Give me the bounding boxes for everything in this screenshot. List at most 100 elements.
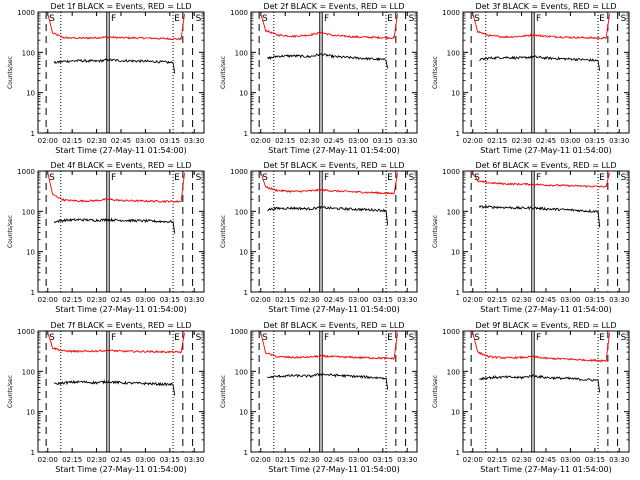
lld-rate-trace bbox=[472, 332, 610, 363]
x-tick-label: 02:00 bbox=[463, 296, 483, 304]
x-axis-label: Start Time (27-May-11 01:54:00) bbox=[55, 305, 186, 314]
y-axis-label: Counts/sec bbox=[220, 56, 227, 89]
y-tick-label: 100 bbox=[235, 368, 248, 376]
x-axis-label: Start Time (27-May-11 01:54:00) bbox=[268, 465, 399, 474]
x-tick-label: 03:30 bbox=[609, 296, 629, 304]
y-tick-label: 1000 bbox=[442, 328, 460, 336]
panel-title: Det 5f BLACK = Events, RED = LLD bbox=[263, 161, 404, 170]
y-tick-label: 1000 bbox=[17, 9, 35, 17]
x-tick-label: 02:00 bbox=[38, 137, 58, 145]
y-tick-label: 1 bbox=[31, 289, 35, 297]
lld-rate-trace bbox=[47, 172, 185, 204]
marker-label-e: E bbox=[599, 173, 605, 183]
x-tick-label: 02:45 bbox=[324, 137, 344, 145]
marker-label-s: S bbox=[409, 14, 415, 24]
y-tick-label: 10 bbox=[451, 249, 460, 257]
x-axis-label: Start Time (27-May-11 01:54:00) bbox=[268, 305, 399, 314]
marker-label-s: S bbox=[621, 173, 627, 183]
detector-panel-2: Det 2f BLACK = Events, RED = LLD Counts/s… bbox=[220, 2, 418, 155]
x-tick-label: 03:15 bbox=[373, 137, 393, 145]
x-tick-label: 03:15 bbox=[160, 456, 180, 464]
marker-label-f: F bbox=[536, 333, 541, 343]
x-axis-label: Start Time (27-May-11 01:54:00) bbox=[480, 305, 611, 314]
events-rate-trace bbox=[53, 58, 176, 74]
y-axis-label: Counts/sec bbox=[7, 375, 14, 408]
x-tick-label: 03:15 bbox=[160, 296, 180, 304]
x-tick-label: 03:15 bbox=[585, 456, 605, 464]
lld-rate-trace bbox=[47, 13, 185, 41]
marker-label-s: S bbox=[409, 333, 415, 343]
detector-panel-3: Det 3f BLACK = Events, RED = LLD Counts/s… bbox=[432, 2, 630, 155]
x-tick-label: 03:00 bbox=[135, 137, 155, 145]
plot-frame bbox=[37, 330, 205, 453]
marker-label-s: S bbox=[474, 14, 480, 24]
plot-frame bbox=[37, 11, 205, 134]
marker-label-s: S bbox=[262, 173, 268, 183]
x-tick-label: 03:30 bbox=[184, 296, 204, 304]
marker-label-e: E bbox=[387, 173, 393, 183]
x-tick-label: 02:30 bbox=[511, 296, 531, 304]
x-tick-label: 03:00 bbox=[560, 296, 580, 304]
plot-frame bbox=[250, 11, 418, 134]
marker-label-s: S bbox=[196, 173, 202, 183]
x-axis-label: Start Time (27-May-11 01:54:00) bbox=[55, 465, 186, 474]
y-tick-label: 10 bbox=[239, 249, 248, 257]
marker-label-e: E bbox=[599, 333, 605, 343]
x-tick-label: 02:15 bbox=[62, 296, 82, 304]
x-tick-label: 03:30 bbox=[397, 456, 417, 464]
plot-frame bbox=[250, 170, 418, 293]
x-tick-label: 02:30 bbox=[299, 137, 319, 145]
detector-panel-4: Det 4f BLACK = Events, RED = LLD Counts/s… bbox=[7, 161, 205, 314]
y-tick-label: 1000 bbox=[442, 168, 460, 176]
x-axis-label: Start Time (27-May-11 01:54:00) bbox=[480, 146, 611, 155]
marker-label-e: E bbox=[387, 333, 393, 343]
panel-title: Det 1f BLACK = Events, RED = LLD bbox=[50, 2, 191, 11]
panel-title: Det 2f BLACK = Events, RED = LLD bbox=[263, 2, 404, 11]
x-tick-label: 02:15 bbox=[487, 456, 507, 464]
x-tick-label: 03:15 bbox=[160, 137, 180, 145]
marker-label-e: E bbox=[387, 14, 393, 24]
marker-label-s: S bbox=[49, 14, 55, 24]
x-tick-label: 02:30 bbox=[299, 296, 319, 304]
marker-label-f: F bbox=[111, 173, 116, 183]
y-tick-label: 1 bbox=[244, 130, 248, 138]
x-tick-label: 02:00 bbox=[463, 137, 483, 145]
plot-frame bbox=[37, 170, 205, 293]
x-tick-label: 03:00 bbox=[135, 456, 155, 464]
marker-label-f: F bbox=[324, 173, 329, 183]
y-tick-label: 1 bbox=[244, 289, 248, 297]
x-tick-label: 02:30 bbox=[511, 456, 531, 464]
y-axis-label: Counts/sec bbox=[7, 56, 14, 89]
lld-rate-trace bbox=[47, 332, 185, 354]
panel-title: Det 3f BLACK = Events, RED = LLD bbox=[475, 2, 616, 11]
events-rate-trace bbox=[479, 374, 601, 393]
x-tick-label: 02:30 bbox=[86, 296, 106, 304]
marker-label-f: F bbox=[111, 14, 116, 24]
y-tick-label: 100 bbox=[22, 208, 35, 216]
marker-label-e: E bbox=[599, 14, 605, 24]
marker-label-f: F bbox=[324, 333, 329, 343]
marker-label-s: S bbox=[196, 14, 202, 24]
x-tick-label: 02:45 bbox=[111, 137, 131, 145]
plot-frame bbox=[462, 11, 630, 134]
marker-label-s: S bbox=[49, 333, 55, 343]
y-tick-label: 1000 bbox=[17, 168, 35, 176]
x-tick-label: 02:45 bbox=[324, 296, 344, 304]
y-axis-label: Counts/sec bbox=[432, 56, 439, 89]
y-axis-label: Counts/sec bbox=[432, 375, 439, 408]
y-tick-label: 10 bbox=[239, 409, 248, 417]
x-axis-label: Start Time (27-May-11 01:54:00) bbox=[480, 465, 611, 474]
y-tick-label: 100 bbox=[22, 49, 35, 57]
panel-title: Det 8f BLACK = Events, RED = LLD bbox=[263, 321, 404, 330]
x-tick-label: 03:00 bbox=[560, 456, 580, 464]
marker-label-f: F bbox=[536, 14, 541, 24]
lld-rate-trace bbox=[260, 332, 398, 361]
marker-label-f: F bbox=[324, 14, 329, 24]
x-tick-label: 02:45 bbox=[111, 296, 131, 304]
plot-frame bbox=[462, 170, 630, 293]
x-tick-label: 02:45 bbox=[536, 137, 556, 145]
y-tick-label: 10 bbox=[26, 90, 35, 98]
x-tick-label: 03:00 bbox=[348, 137, 368, 145]
events-rate-trace bbox=[53, 379, 176, 396]
marker-label-s: S bbox=[474, 333, 480, 343]
